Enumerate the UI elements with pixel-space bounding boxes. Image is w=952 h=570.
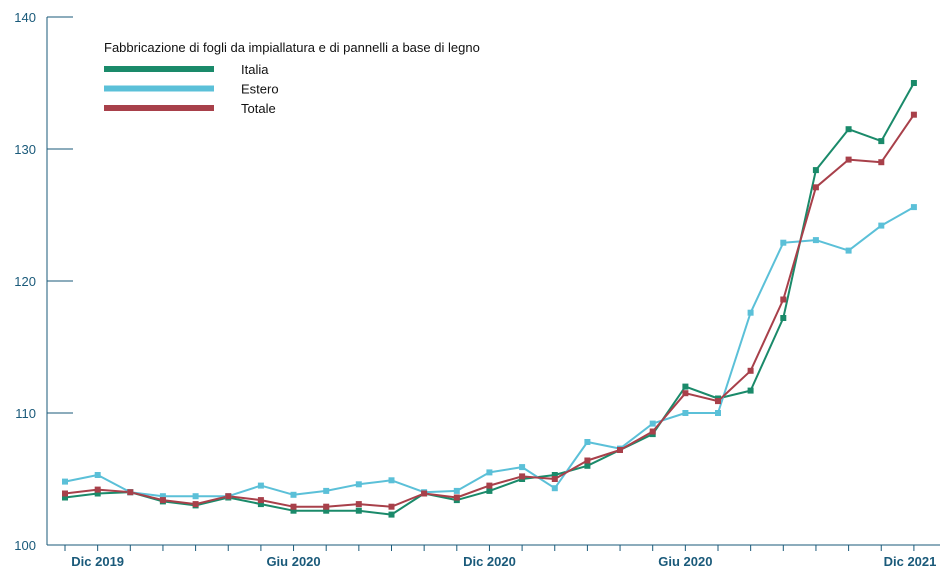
legend: Fabbricazione di fogli da impiallatura e… xyxy=(104,40,480,116)
series-line-italia xyxy=(64,82,915,516)
y-tick-label: 120 xyxy=(14,274,36,289)
axes: 100 110 120 130 140 Dic 2019 Giu 2020 Dic 2020 G… xyxy=(14,10,940,569)
data-point-totale xyxy=(486,482,493,489)
legend-label-totale: Totale xyxy=(241,101,276,116)
data-point-totale xyxy=(682,390,689,397)
x-tick-label: Giu 2020 xyxy=(266,554,320,569)
data-point-italia xyxy=(551,472,558,478)
data-point-estero xyxy=(159,493,166,500)
data-point-estero xyxy=(323,487,330,494)
data-point-estero xyxy=(62,478,68,485)
y-tick-label: 140 xyxy=(14,10,36,25)
data-point-totale xyxy=(551,476,558,482)
data-point-totale xyxy=(225,493,232,500)
data-point-estero xyxy=(290,491,297,498)
data-point-totale xyxy=(878,159,885,166)
data-point-totale xyxy=(910,111,917,118)
data-point-totale xyxy=(388,503,395,510)
data-point-italia xyxy=(355,507,362,514)
data-point-italia xyxy=(388,511,395,518)
data-point-totale xyxy=(257,497,264,504)
data-point-totale xyxy=(747,367,754,374)
data-point-italia xyxy=(584,462,591,469)
data-point-estero xyxy=(878,222,885,229)
data-point-italia xyxy=(257,501,264,508)
legend-swatch-totale xyxy=(104,105,214,111)
data-point-italia xyxy=(682,383,689,390)
data-point-estero xyxy=(715,410,721,416)
data-point-estero xyxy=(453,487,460,494)
series-markers xyxy=(62,80,917,518)
data-point-estero xyxy=(94,472,101,478)
data-point-estero xyxy=(910,204,917,211)
data-point-totale xyxy=(94,486,101,493)
data-point-italia xyxy=(747,387,754,394)
data-point-totale xyxy=(127,489,134,496)
data-point-estero xyxy=(780,239,787,246)
data-point-estero xyxy=(747,309,754,316)
data-point-italia xyxy=(323,507,330,514)
data-point-estero xyxy=(845,247,852,254)
data-point-totale xyxy=(845,156,852,163)
y-tick-label: 100 xyxy=(14,538,36,553)
data-point-totale xyxy=(192,501,199,508)
legend-label-italia: Italia xyxy=(241,62,269,77)
data-point-italia xyxy=(94,490,101,497)
data-point-estero xyxy=(192,493,199,500)
data-point-estero xyxy=(682,410,689,416)
x-tick-label: Dic 2020 xyxy=(463,554,516,569)
data-point-italia xyxy=(780,315,787,321)
data-point-estero xyxy=(486,469,493,476)
series-line-totale xyxy=(64,114,915,508)
data-point-totale xyxy=(453,494,460,501)
data-point-italia xyxy=(878,138,885,145)
data-point-totale xyxy=(159,497,166,504)
y-tick-label: 110 xyxy=(15,406,36,421)
data-point-totale xyxy=(323,503,330,510)
data-point-totale xyxy=(812,184,819,191)
data-point-totale xyxy=(780,296,787,303)
series-lines xyxy=(64,82,915,516)
data-point-italia xyxy=(845,126,852,133)
data-point-estero xyxy=(551,485,558,492)
data-point-estero xyxy=(649,420,656,427)
data-point-totale xyxy=(355,501,362,508)
data-point-estero xyxy=(257,482,264,489)
x-tick-label: Giu 2020 xyxy=(658,554,712,569)
data-point-italia xyxy=(62,494,68,501)
data-point-totale xyxy=(290,503,297,510)
data-point-totale xyxy=(715,398,721,405)
x-tick-label: Dic 2021 xyxy=(884,554,937,569)
chart-title: Fabbricazione di fogli da impiallatura e… xyxy=(104,40,480,55)
data-point-totale xyxy=(617,447,623,453)
data-point-estero xyxy=(584,439,591,445)
data-point-estero xyxy=(812,237,819,244)
data-point-italia xyxy=(910,80,917,86)
x-tick-label: Dic 2019 xyxy=(71,554,124,569)
legend-swatch-estero xyxy=(104,85,214,92)
data-point-estero xyxy=(519,464,526,471)
data-point-totale xyxy=(584,457,591,464)
y-tick-label: 130 xyxy=(14,142,36,157)
data-point-italia xyxy=(290,507,297,514)
data-point-estero xyxy=(355,481,362,488)
data-point-estero xyxy=(388,477,395,484)
legend-swatch-italia xyxy=(104,66,214,72)
data-point-italia xyxy=(486,487,493,494)
data-point-italia xyxy=(812,167,819,174)
series-line-estero xyxy=(64,206,915,498)
data-point-totale xyxy=(649,428,656,435)
legend-label-estero: Estero xyxy=(241,82,279,97)
data-point-totale xyxy=(519,473,526,480)
data-point-totale xyxy=(421,490,428,497)
data-point-totale xyxy=(62,490,68,497)
